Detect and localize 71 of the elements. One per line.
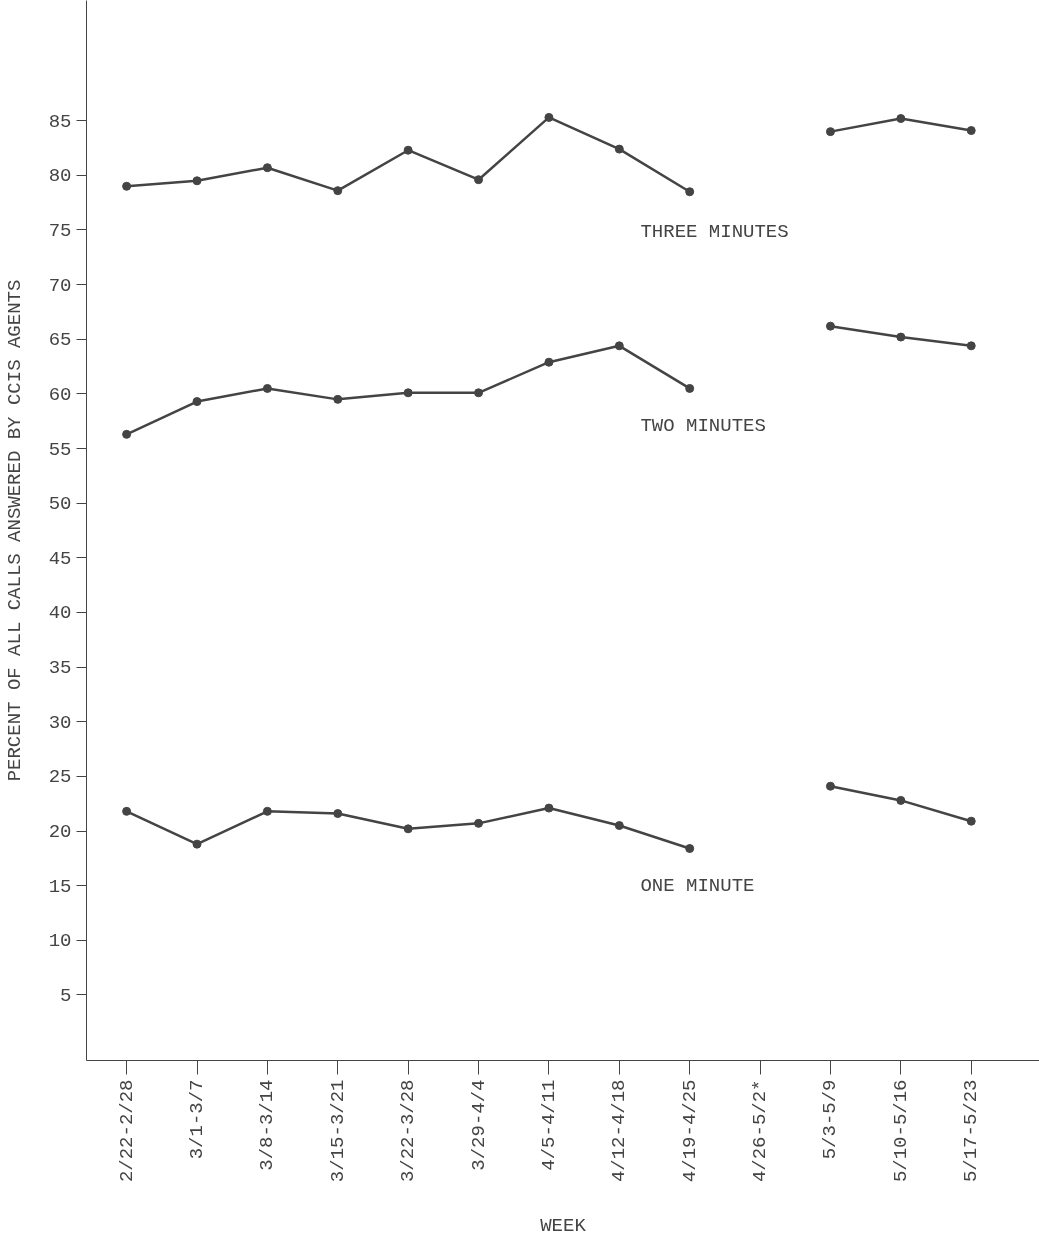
text: THREE MINUTES bbox=[640, 220, 789, 243]
y-tick-label: 50 bbox=[48, 493, 72, 516]
x-tick-label: 3/1-3/7 bbox=[186, 1079, 208, 1160]
y-tick-label: 20 bbox=[48, 821, 72, 844]
y-axis-title: PERCENT OF ALL CALLS ANSWERED BY CCIS AGENTS bbox=[3, 279, 26, 782]
point bbox=[262, 806, 272, 816]
y-tick-label: 10 bbox=[48, 930, 72, 953]
point bbox=[403, 824, 413, 834]
x-tick-label: 4/19-4/25 bbox=[678, 1079, 701, 1183]
point bbox=[685, 187, 695, 197]
point bbox=[262, 383, 272, 393]
point bbox=[544, 112, 554, 122]
point bbox=[403, 145, 413, 155]
point bbox=[122, 181, 132, 191]
y-tick-label: 85 bbox=[48, 110, 72, 133]
point bbox=[262, 163, 272, 173]
point bbox=[896, 332, 906, 342]
x-tick-label: 3/15-3/21 bbox=[326, 1079, 349, 1183]
x-tick-label: 4/12-4/18 bbox=[608, 1079, 631, 1183]
point bbox=[825, 781, 835, 791]
y-tick-label: 45 bbox=[48, 547, 72, 570]
point bbox=[192, 176, 202, 186]
y-tick-label: 25 bbox=[48, 766, 72, 789]
x-tick-label: 4/26-5/2* bbox=[749, 1079, 772, 1183]
y-tick-label: 5 bbox=[60, 984, 72, 1007]
point bbox=[966, 126, 976, 136]
point bbox=[896, 114, 906, 124]
x-tick-label: 2/22-2/28 bbox=[115, 1079, 138, 1183]
point bbox=[474, 175, 484, 185]
point bbox=[192, 839, 202, 849]
x-tick-label: 5/10-5/16 bbox=[889, 1079, 912, 1183]
y-tick-label: 40 bbox=[48, 602, 72, 625]
y-tick-label: 80 bbox=[48, 165, 72, 188]
point bbox=[685, 844, 695, 853]
y-tick-label: 35 bbox=[48, 657, 72, 680]
x-tick-label: 4/5-4/11 bbox=[537, 1079, 560, 1171]
point bbox=[825, 127, 835, 137]
point bbox=[614, 144, 624, 154]
point bbox=[333, 394, 343, 404]
point bbox=[966, 341, 976, 351]
point bbox=[474, 388, 484, 398]
point bbox=[192, 397, 202, 407]
series-label: TWO MINUTES bbox=[640, 415, 766, 438]
point bbox=[685, 383, 695, 393]
series-label: ONE MINUTE bbox=[640, 875, 755, 898]
x-tick-label: 5/17-5/23 bbox=[960, 1079, 983, 1183]
x-tick-label: 3/22-3/28 bbox=[397, 1079, 420, 1183]
point bbox=[474, 818, 484, 828]
y-tick-label: 70 bbox=[48, 274, 72, 297]
x-axis-title: WEEK bbox=[540, 1215, 587, 1238]
point bbox=[614, 821, 624, 831]
point bbox=[333, 186, 343, 196]
point bbox=[614, 341, 624, 351]
point bbox=[825, 321, 835, 331]
x-tick-label: 3/29-4/4 bbox=[467, 1079, 490, 1171]
point bbox=[403, 388, 413, 398]
point bbox=[544, 357, 554, 367]
y-tick-label: 55 bbox=[48, 438, 72, 461]
y-tick-label: 60 bbox=[48, 383, 72, 406]
y-tick-label: 30 bbox=[48, 711, 72, 734]
point bbox=[966, 816, 976, 826]
point bbox=[122, 806, 132, 816]
x-tick-label: 3/8-3/14 bbox=[256, 1079, 279, 1171]
y-tick-label: 15 bbox=[48, 875, 72, 898]
point bbox=[122, 429, 132, 439]
point bbox=[544, 803, 554, 813]
y-tick-label: 75 bbox=[48, 219, 72, 242]
point bbox=[333, 809, 343, 819]
x-tick-label: 5/3-5/9 bbox=[819, 1079, 842, 1160]
point bbox=[896, 795, 906, 805]
y-tick-label: 65 bbox=[48, 329, 72, 352]
